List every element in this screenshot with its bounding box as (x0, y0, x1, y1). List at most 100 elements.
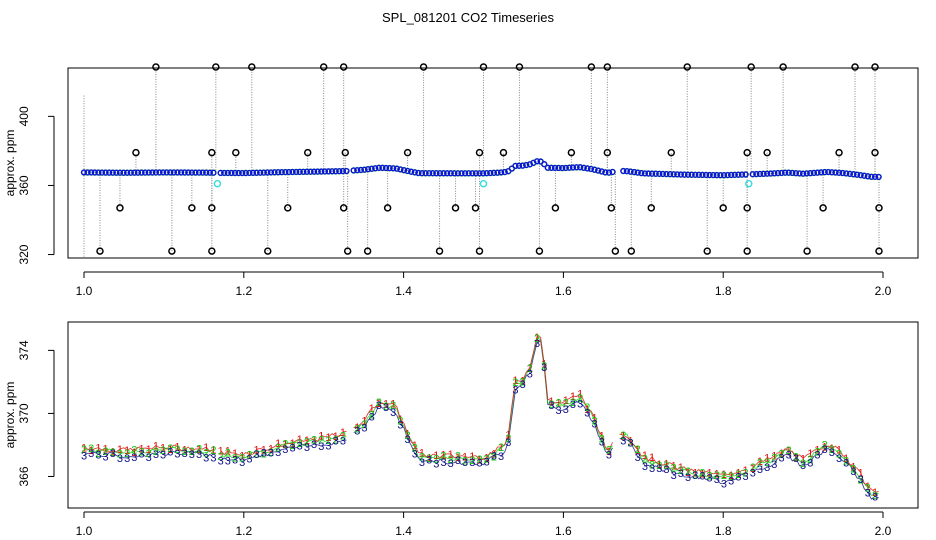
outlier-point (719, 204, 727, 212)
series-3-point: 3 (426, 454, 432, 466)
outlier-point (743, 204, 751, 212)
data-point (325, 168, 332, 175)
data-point (221, 169, 228, 177)
x-tick-label: 2.0 (875, 524, 892, 538)
y-axis-label: approx. ppm (3, 130, 17, 197)
series-2-point: 2 (325, 435, 331, 447)
data-point (116, 169, 124, 176)
data-point (160, 169, 167, 176)
series-2-point: 2 (807, 454, 813, 466)
outlier-point (803, 247, 811, 255)
series-1-point: 1 (304, 435, 310, 447)
data-point (645, 170, 652, 177)
data-point (497, 169, 505, 176)
series-2-point: 2 (160, 445, 166, 457)
data-point (332, 168, 339, 175)
outlier-point (208, 247, 216, 255)
data-point (670, 171, 677, 178)
data-point (803, 170, 810, 177)
series-2-point: 2 (649, 459, 655, 471)
series-3-point: 3 (757, 464, 763, 476)
series-3-point: 3 (325, 440, 331, 452)
series-3-point: 3 (548, 400, 554, 412)
series-2-point: 2 (836, 449, 842, 461)
series-3-point: 3 (333, 435, 339, 447)
series-1-point: 1 (563, 395, 569, 407)
data-point (638, 169, 645, 177)
series-1-point: 1 (872, 487, 878, 499)
outlier-point (779, 63, 787, 71)
series-3-point: 3 (822, 444, 828, 456)
series-2-point: 2 (570, 397, 576, 409)
data-point (354, 167, 361, 174)
series-3-point: 3 (182, 448, 188, 460)
series-1-point: 1 (196, 444, 202, 456)
series-1-point: 1 (325, 432, 331, 444)
y-tick-label: 400 (17, 106, 31, 126)
series-1-point: 1 (275, 438, 281, 450)
series-1-point: 1 (728, 470, 734, 482)
series-1-point: 1 (858, 467, 864, 479)
series-3-point: 3 (865, 488, 871, 500)
series-2-point: 2 (793, 451, 799, 463)
x-tick-label: 1.6 (555, 284, 572, 298)
series-2-point: 2 (548, 399, 554, 411)
series-2-point: 2 (117, 448, 123, 460)
series-2-point: 2 (512, 377, 518, 389)
series-1-point: 1 (534, 332, 540, 344)
series-2-point: 2 (635, 444, 641, 456)
series-3-point: 3 (627, 437, 633, 449)
data-point (828, 169, 835, 176)
series-1-point: 1 (167, 444, 173, 456)
data-point (717, 172, 724, 179)
series-1-point: 1 (577, 389, 583, 401)
series-3-point: 3 (642, 461, 648, 473)
series-3-point: 3 (764, 462, 770, 474)
series-3-point: 3 (498, 451, 504, 463)
series-2-point: 2 (750, 462, 756, 474)
series-3-point: 3 (268, 447, 274, 459)
series-1-point: 1 (189, 446, 195, 458)
data-point (170, 169, 177, 176)
series-3-point: 3 (476, 458, 482, 470)
series-2-point: 2 (138, 447, 144, 459)
series-1-point: 1 (807, 448, 813, 460)
series-3-point: 3 (800, 460, 806, 472)
series-3-point: 3 (153, 449, 159, 461)
series-2-point: 2 (865, 483, 871, 495)
outlier-point (743, 148, 751, 157)
data-point (239, 169, 246, 177)
data-point (774, 170, 782, 177)
data-point (188, 169, 195, 176)
series-3-point: 3 (469, 457, 475, 469)
data-point (666, 171, 674, 178)
data-point (731, 171, 738, 178)
series-2-point: 2 (268, 447, 274, 459)
series-2-point: 2 (369, 410, 375, 422)
series-3-point: 3 (390, 407, 396, 419)
series-2-point: 2 (203, 448, 209, 460)
series-2-point: 2 (872, 490, 878, 502)
series-1-point: 1 (548, 396, 554, 408)
series-3-point: 3 (261, 448, 267, 460)
data-point (861, 172, 868, 179)
y-tick-label: 370 (17, 403, 31, 423)
series-1-point: 1 (138, 444, 144, 456)
series-1-point: 1 (261, 445, 267, 457)
series-2-point: 2 (390, 400, 396, 412)
data-point (523, 161, 530, 169)
series-2-point: 2 (469, 455, 475, 467)
series-1-point: 1 (556, 397, 562, 409)
data-point (422, 170, 429, 177)
series-1-point: 1 (814, 445, 820, 457)
y-tick-label: 320 (17, 244, 31, 264)
series-2-point: 2 (182, 446, 188, 458)
data-point (242, 169, 249, 177)
data-point (217, 169, 224, 177)
series-2-point: 2 (433, 453, 439, 465)
cyan-point (479, 180, 488, 188)
series-2-point: 2 (261, 448, 267, 460)
series-1-point: 1 (340, 427, 346, 439)
data-point (551, 164, 559, 172)
x-tick-label: 1.4 (395, 284, 412, 298)
